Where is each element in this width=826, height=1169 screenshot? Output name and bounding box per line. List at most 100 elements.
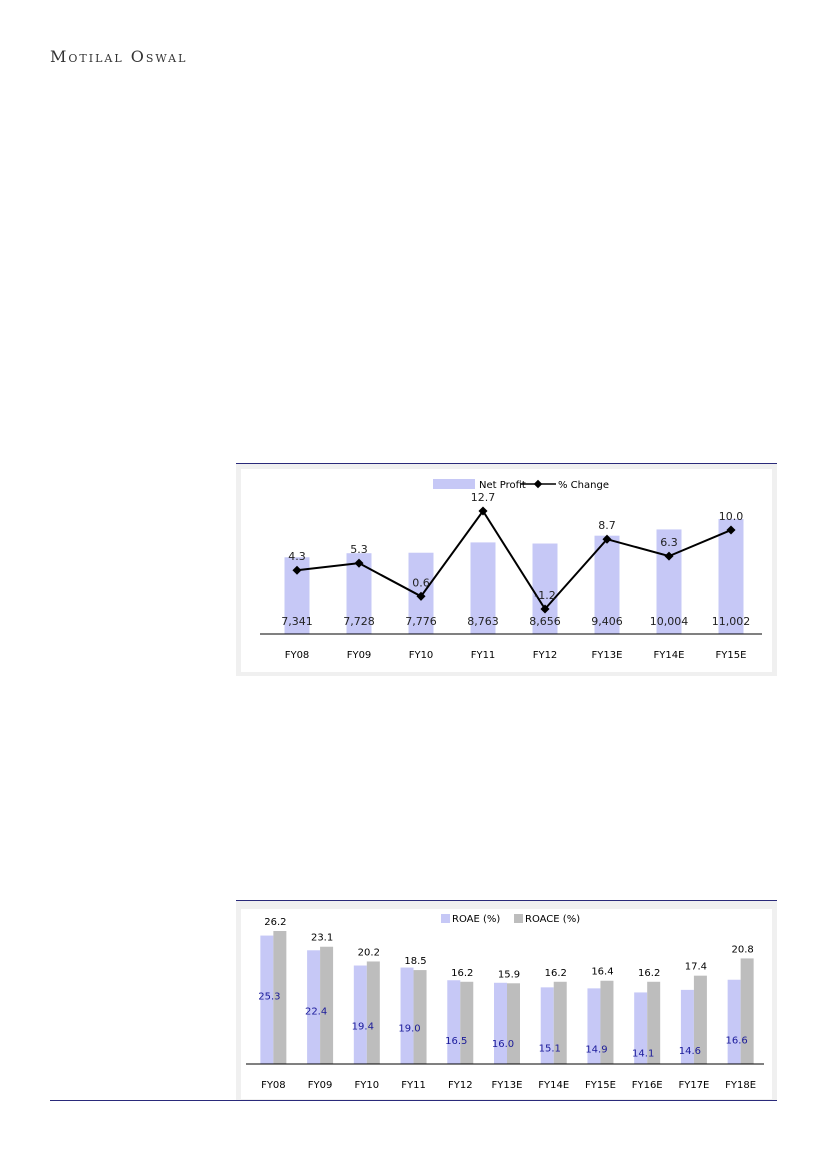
legend-label-change: % Change (558, 480, 609, 491)
data-label-roace: 20.8 (732, 944, 754, 955)
data-label-roace: 16.2 (451, 968, 473, 979)
x-tick-label: FY08 (285, 650, 310, 661)
data-label-net-profit: 8,763 (467, 615, 499, 628)
data-label-change: 0.6 (412, 576, 430, 589)
x-tick-label: FY10 (355, 1080, 380, 1091)
bar-net-profit (718, 519, 744, 634)
legend-label-net-profit: Net Profit (479, 480, 526, 491)
return-ratios-chart: ROAE (%) ROACE (%) 25.3 26.2 FY08 22.4 23.1 FY0… (236, 900, 777, 1101)
data-label-net-profit: 7,728 (343, 615, 375, 628)
data-label-roace: 20.2 (358, 947, 380, 958)
bar-roae (353, 965, 367, 1064)
x-tick-label: FY14E (654, 650, 685, 661)
company-logo: Motilal Oswal (50, 47, 188, 66)
data-label-roae: 16.0 (492, 1039, 514, 1050)
bar-roace (273, 931, 287, 1064)
x-tick-label: FY15E (716, 650, 747, 661)
legend-swatch-net-profit (433, 479, 475, 489)
line-marker-change (416, 591, 426, 601)
bar-roae (260, 935, 274, 1064)
legend-swatch-roace (514, 914, 523, 923)
data-label-change: 4.3 (288, 550, 306, 563)
bar-roace (600, 980, 614, 1064)
bar-roace (647, 981, 661, 1064)
legend-label-roae: ROAE (%) (452, 914, 500, 925)
bar-roace (507, 983, 520, 1064)
bar-roae (307, 950, 321, 1064)
x-tick-label: FY09 (347, 650, 372, 661)
bar-roace (320, 946, 334, 1064)
x-tick-label: FY11 (471, 650, 496, 661)
data-label-roace: 16.2 (638, 968, 660, 979)
data-label-roace: 15.9 (498, 969, 520, 980)
data-label-roae: 15.1 (539, 1043, 561, 1054)
bar-roae (727, 979, 741, 1064)
bar-roae (540, 987, 554, 1064)
data-label-roae: 25.3 (258, 992, 280, 1003)
bar-roae (634, 992, 648, 1064)
x-tick-label: FY10 (409, 650, 434, 661)
data-label-net-profit: 11,002 (712, 615, 751, 628)
data-label-roae: 16.5 (445, 1036, 467, 1047)
bar-roace (740, 958, 754, 1064)
data-label-change: 5.3 (350, 543, 368, 556)
chart-legend: ROAE (%) ROACE (%) (441, 914, 580, 925)
return-ratios-chart-svg: ROAE (%) ROACE (%) 25.3 26.2 FY08 22.4 23.1 FY0… (241, 909, 772, 1099)
x-tick-label: FY16E (632, 1080, 663, 1091)
footer-divider (50, 1100, 777, 1101)
bar-net-profit (470, 542, 496, 634)
data-label-roace: 26.2 (264, 917, 286, 928)
data-label-net-profit: 7,776 (405, 615, 437, 628)
bar-roace (460, 981, 474, 1064)
bar-roace (693, 975, 707, 1064)
data-label-roae: 16.6 (726, 1036, 748, 1047)
data-label-net-profit: 9,406 (591, 615, 623, 628)
x-tick-label: FY13E (592, 650, 623, 661)
series-line-change (296, 509, 732, 611)
data-label-roace: 16.2 (545, 968, 567, 979)
x-tick-label: FY15E (585, 1080, 616, 1091)
bar-roae (587, 988, 601, 1064)
legend-swatch-roae (441, 914, 450, 923)
bar-roae (447, 980, 461, 1064)
bar-roae (400, 967, 414, 1064)
data-label-roae: 19.0 (398, 1024, 420, 1035)
x-tick-label: FY13E (492, 1080, 523, 1091)
bar-roace (366, 961, 380, 1064)
data-label-change: 10.0 (719, 510, 744, 523)
data-label-roae: 14.9 (585, 1044, 607, 1055)
data-label-change: -1.2 (534, 589, 555, 602)
data-label-roace: 23.1 (311, 933, 333, 944)
data-label-roae: 22.4 (305, 1006, 327, 1017)
bar-roace (553, 981, 567, 1064)
x-tick-label: FY17E (678, 1080, 709, 1091)
legend-label-roace: ROACE (%) (525, 914, 580, 925)
bar-roae (680, 989, 694, 1064)
data-label-roae: 19.4 (352, 1022, 374, 1033)
x-tick-label: FY12 (533, 650, 558, 661)
net-profit-chart: Net Profit % Change 7,341 FY08 7,728 FY09 7,77… (236, 463, 777, 676)
data-label-net-profit: 8,656 (529, 615, 561, 628)
data-label-change: 12.7 (471, 491, 496, 504)
data-label-roace: 16.4 (591, 967, 613, 978)
x-tick-label: FY09 (308, 1080, 333, 1091)
x-tick-label: FY12 (448, 1080, 473, 1091)
x-tick-label: FY18E (725, 1080, 756, 1091)
data-label-change: 8.7 (598, 519, 616, 532)
bar-net-profit (594, 535, 620, 634)
data-label-net-profit: 10,004 (650, 615, 689, 628)
bar-net-profit (656, 529, 682, 634)
data-label-roace: 18.5 (404, 956, 426, 967)
net-profit-chart-svg: Net Profit % Change 7,341 FY08 7,728 FY09 7,77… (241, 469, 772, 672)
x-tick-label: FY14E (538, 1080, 569, 1091)
plot-area (241, 469, 772, 672)
bar-roace (413, 970, 427, 1064)
x-tick-label: FY08 (261, 1080, 286, 1091)
data-label-roae: 14.1 (632, 1048, 654, 1059)
bar-net-profit (532, 543, 558, 634)
data-label-net-profit: 7,341 (281, 615, 313, 628)
data-label-change: 6.3 (660, 536, 678, 549)
data-label-roae: 14.6 (679, 1046, 701, 1057)
data-label-roace: 17.4 (685, 962, 707, 973)
bar-roae (494, 982, 507, 1064)
